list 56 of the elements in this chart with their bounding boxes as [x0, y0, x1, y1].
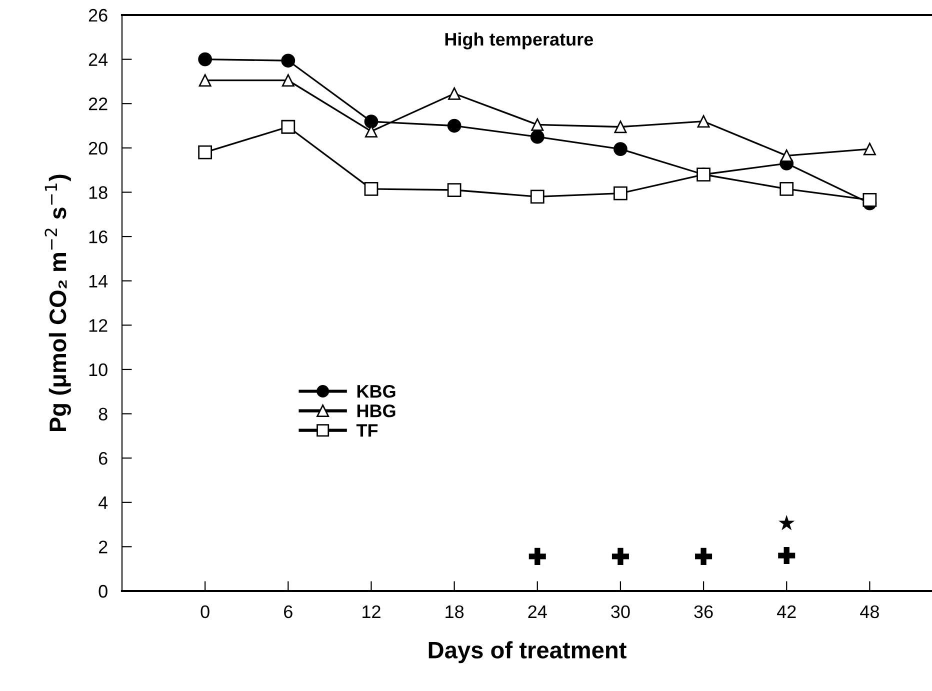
x-tick-label: 48	[860, 605, 879, 618]
point	[780, 182, 794, 196]
point	[198, 74, 212, 87]
y-tick-label: 10	[89, 363, 108, 376]
point	[364, 114, 378, 129]
point	[778, 514, 795, 530]
point	[614, 142, 628, 156]
legend-label: KBG	[357, 384, 396, 398]
point	[198, 145, 212, 160]
point	[778, 547, 796, 564]
x-tick-label: 12	[362, 605, 380, 618]
point	[447, 183, 462, 197]
point	[448, 87, 461, 100]
point	[364, 182, 378, 196]
y-tick-label: 2	[98, 540, 108, 554]
y-tick-label: 6	[98, 452, 108, 465]
text: High temperature	[445, 32, 594, 50]
y-tick-label: 16	[89, 230, 108, 244]
y-tick-label: 22	[88, 98, 108, 110]
y-tick-label: 24	[88, 53, 108, 66]
point	[198, 52, 212, 66]
point	[530, 190, 544, 204]
x-axis-title: Days of treatment	[428, 641, 626, 664]
y-tick-label: 4	[98, 496, 108, 509]
x-tick-label: 42	[776, 605, 796, 618]
point	[863, 142, 876, 156]
x-tick-label: 6	[284, 605, 292, 618]
y-tick-label: 20	[88, 142, 108, 155]
y-tick-label: 12	[89, 319, 108, 332]
y-tick-label: 0	[98, 584, 108, 598]
legend-label: HBG	[357, 404, 396, 418]
point	[612, 548, 629, 565]
point	[695, 548, 712, 565]
x-tick-label: 30	[611, 605, 630, 618]
x-tick-label: 36	[694, 605, 713, 618]
y-tick-label: 26	[88, 8, 108, 22]
point	[614, 120, 627, 134]
point	[530, 130, 544, 144]
point	[281, 54, 296, 68]
point	[862, 193, 877, 207]
x-tick-label: 24	[528, 605, 547, 618]
x-tick-label: 18	[446, 605, 464, 618]
x-tick-label: 0	[200, 605, 210, 618]
point	[614, 186, 628, 200]
y-tick-label: 8	[98, 408, 108, 420]
point	[780, 149, 793, 162]
point	[282, 74, 294, 87]
point	[447, 118, 462, 133]
y-tick-label: 14	[89, 274, 108, 288]
point	[531, 118, 544, 131]
legend-label: TF	[356, 424, 378, 437]
point	[697, 115, 710, 128]
point	[281, 120, 296, 134]
y-axis-title: Pg (μmol CO₂ m$^{−2}$ s$^{−1}$)	[44, 174, 71, 432]
point	[528, 548, 546, 565]
y-tick-label: 18	[89, 186, 108, 199]
